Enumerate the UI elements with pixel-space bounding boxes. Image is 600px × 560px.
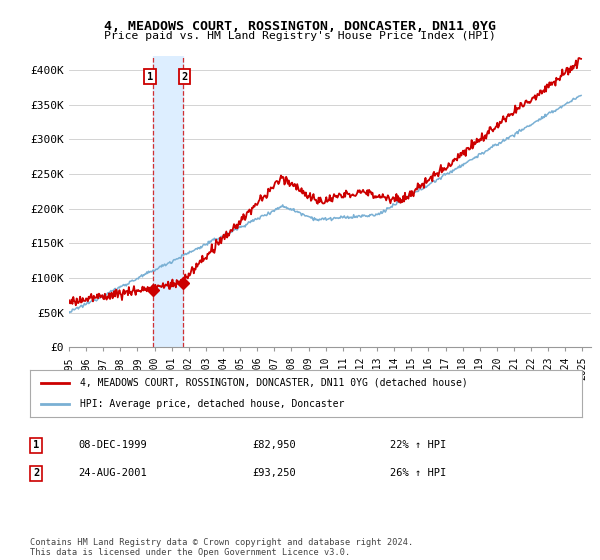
Text: 08-DEC-1999: 08-DEC-1999 — [78, 440, 147, 450]
Text: HPI: Average price, detached house, Doncaster: HPI: Average price, detached house, Donc… — [80, 399, 344, 409]
Text: 1: 1 — [146, 72, 153, 82]
Text: 24-AUG-2001: 24-AUG-2001 — [78, 468, 147, 478]
Text: 4, MEADOWS COURT, ROSSINGTON, DONCASTER, DN11 0YG (detached house): 4, MEADOWS COURT, ROSSINGTON, DONCASTER,… — [80, 378, 467, 388]
Text: Contains HM Land Registry data © Crown copyright and database right 2024.
This d: Contains HM Land Registry data © Crown c… — [30, 538, 413, 557]
Text: 22% ↑ HPI: 22% ↑ HPI — [390, 440, 446, 450]
Text: 26% ↑ HPI: 26% ↑ HPI — [390, 468, 446, 478]
Text: 2: 2 — [181, 72, 187, 82]
Text: 1: 1 — [33, 440, 39, 450]
Text: 2: 2 — [33, 468, 39, 478]
Bar — [153, 56, 182, 347]
Text: £93,250: £93,250 — [252, 468, 296, 478]
Text: £82,950: £82,950 — [252, 440, 296, 450]
Text: Price paid vs. HM Land Registry's House Price Index (HPI): Price paid vs. HM Land Registry's House … — [104, 31, 496, 41]
Text: 4, MEADOWS COURT, ROSSINGTON, DONCASTER, DN11 0YG: 4, MEADOWS COURT, ROSSINGTON, DONCASTER,… — [104, 20, 496, 32]
